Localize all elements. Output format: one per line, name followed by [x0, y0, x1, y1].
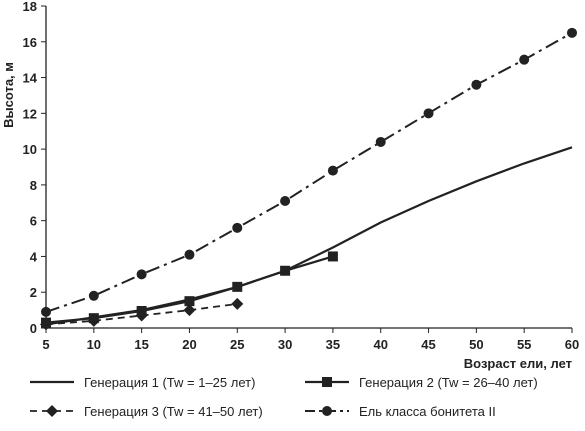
x-tick-label: 15: [134, 337, 148, 352]
y-tick-label: 2: [30, 285, 37, 300]
x-tick-label: 10: [87, 337, 101, 352]
data-point-circle: [327, 165, 338, 176]
y-tick-label: 18: [23, 0, 37, 14]
data-point-circle: [88, 290, 99, 301]
legend-marker-square: [322, 377, 332, 387]
x-tick-label: 30: [278, 337, 292, 352]
data-point-circle: [567, 27, 577, 38]
data-point-circle: [280, 195, 291, 206]
data-point-circle: [375, 136, 386, 147]
x-tick-label: 20: [182, 337, 196, 352]
axes: 5 10 15 20 25 30 35 40 45 50 55 60 0 2 4 6 8 10 12 14 16 18: [23, 0, 580, 352]
series-4: [41, 27, 577, 317]
data-point-square: [327, 251, 338, 262]
series-2: [41, 251, 338, 328]
data-point-square: [280, 265, 291, 276]
series-layer: [40, 27, 577, 331]
x-tick-label: 50: [469, 337, 483, 352]
legend: Генерация 1 (Tw = 1–25 лет) Генерация 2 (…: [30, 375, 538, 419]
series-3: [40, 297, 244, 331]
x-tick-label: 45: [421, 337, 435, 352]
series-line-4: [45, 31, 573, 313]
x-tick-label: 35: [326, 337, 340, 352]
data-point-square: [184, 296, 195, 307]
legend-marker-diamond: [46, 405, 58, 417]
x-tick-label: 55: [517, 337, 531, 352]
data-point-diamond: [231, 297, 244, 310]
data-point-circle: [232, 222, 243, 233]
data-point-circle: [136, 269, 147, 280]
data-point-circle: [184, 249, 195, 260]
y-tick-label: 0: [30, 321, 37, 336]
y-tick-label: 16: [23, 35, 37, 50]
legend-marker-circle: [322, 406, 332, 416]
y-tick-label: 14: [23, 71, 38, 86]
legend-item-3: Генерация 3 (Tw = 41–50 лет): [30, 404, 263, 419]
legend-item-1: Генерация 1 (Tw = 1–25 лет): [30, 375, 255, 390]
y-tick-label: 10: [23, 142, 37, 157]
data-point-circle: [41, 306, 51, 317]
data-point-circle: [471, 79, 482, 90]
x-tick-label: 60: [565, 337, 579, 352]
data-point-circle: [423, 108, 434, 119]
series-line-1: [45, 146, 573, 326]
y-axis-title: Высота, м: [1, 62, 16, 128]
legend-label: Ель класса бонитета II: [359, 404, 496, 419]
x-tick-label: 25: [230, 337, 244, 352]
x-tick-label: 40: [373, 337, 387, 352]
legend-item-4: Ель класса бонитета II: [305, 404, 496, 419]
legend-label: Генерация 1 (Tw = 1–25 лет): [84, 375, 255, 390]
legend-item-2: Генерация 2 (Tw = 26–40 лет): [305, 375, 538, 390]
y-tick-label: 12: [23, 106, 37, 121]
x-tick-label: 5: [42, 337, 49, 352]
data-point-diamond: [87, 314, 100, 327]
data-point-diamond: [183, 304, 196, 317]
data-point-square: [232, 281, 243, 292]
legend-label: Генерация 3 (Tw = 41–50 лет): [84, 404, 263, 419]
y-tick-label: 6: [30, 214, 37, 229]
data-point-diamond: [135, 309, 148, 322]
legend-label: Генерация 2 (Tw = 26–40 лет): [359, 375, 538, 390]
y-tick-label: 8: [30, 178, 37, 193]
x-axis-title: Возраст ели, лет: [464, 356, 572, 371]
data-point-circle: [519, 54, 530, 65]
series-1: [45, 146, 573, 326]
data-point-diamond: [40, 318, 52, 331]
y-tick-label: 4: [30, 249, 38, 264]
